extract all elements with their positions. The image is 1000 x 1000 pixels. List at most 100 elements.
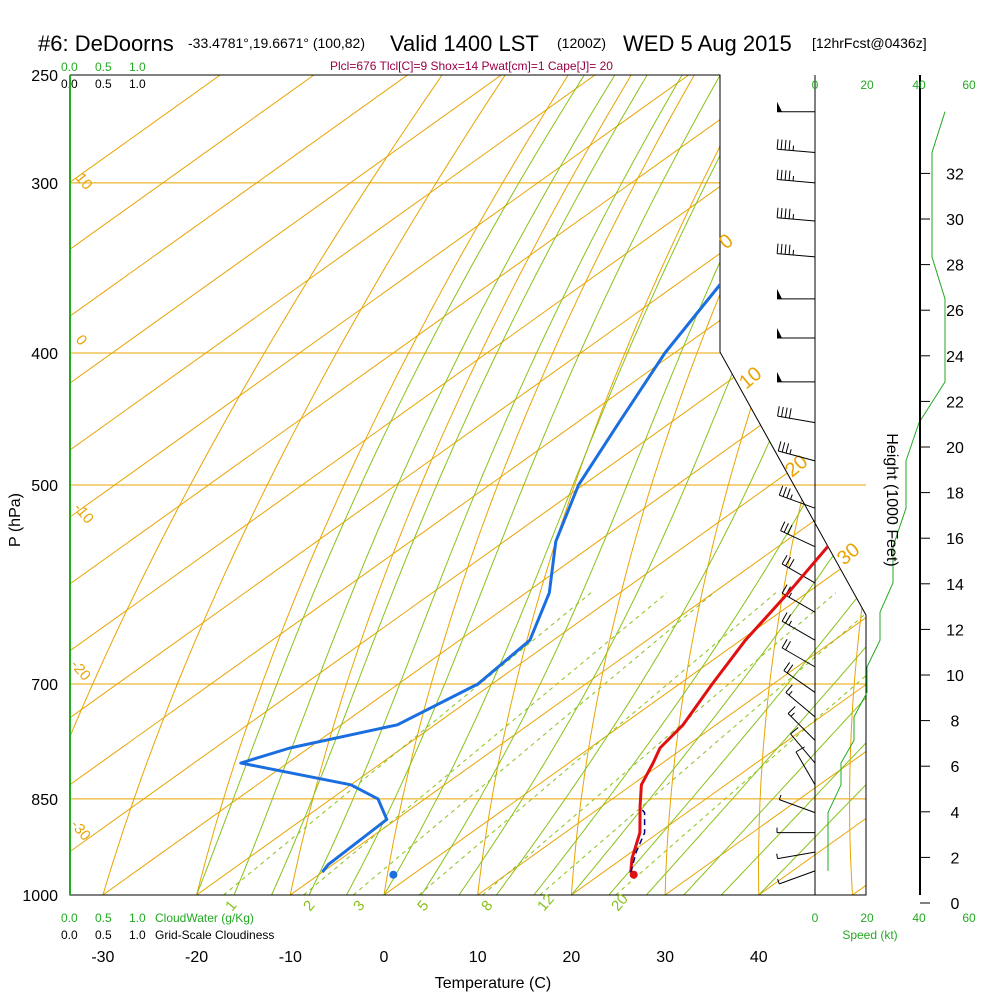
zulu-time: (1200Z) [557,35,606,51]
surface-temperature-point [629,870,638,879]
wind-barb-staff [777,148,816,154]
mixing-ratio-label: 8 [478,897,496,914]
temperature-tick-label: 10 [469,949,487,966]
mixing-ratio-grid [223,592,866,895]
wind-barb-flag [788,208,791,219]
speed-tick-top: 0 [812,78,819,92]
wind-barb-staff [777,415,816,424]
wind-barb-staff [781,647,816,668]
top-cw-tick: 0.5 [95,60,112,74]
mixing-ratio-label: 20 [608,891,632,915]
wind-barb-staff [783,670,816,693]
wind-barb-flag [781,612,788,622]
speed-axis: 0 20 40 60 0 20 40 60 Speed (kt) [812,78,976,942]
temperature-tick-label: -30 [91,949,114,966]
height-tick-label: 16 [946,531,964,548]
surface-dewpoint-point [389,870,398,879]
isotherm-line [70,75,502,895]
isotherm-line [70,75,315,895]
moist-adiabat-line [608,75,866,895]
forecast-info: [12hrFcst@0436z] [812,35,927,51]
temperature-tick-label: 30 [656,949,674,966]
wind-barb-flag [784,407,788,418]
mixing-ratio-label: 12 [534,891,558,915]
wind-barb-staff [781,592,816,613]
wind-barb [781,638,816,668]
wind-barb-flag [781,584,788,594]
wind-barb-flag [783,523,789,533]
wind-barb [795,746,816,786]
top-cloudiness-tick: 1.0 [129,77,146,91]
isotherm-line [383,75,866,895]
wind-barb [781,612,816,641]
wind-barb-half-flag [778,794,782,800]
wind-barb-pennant [777,328,782,339]
bottom-cloudiness-tick: 0.5 [95,928,112,942]
wind-barb [777,371,815,383]
wind-barb-staff [781,620,816,641]
wind-panel [776,75,946,895]
moist-adiabat-line [720,75,866,895]
forecast-date: WED 5 Aug 2015 [623,31,792,56]
pressure-axis: 250 300 400 500 700 850 1000 [22,68,58,905]
wind-barb-half-flag [788,690,793,696]
pressure-tick-label: 400 [31,346,58,363]
height-axis-label: Height (1000 Feet) [883,433,900,566]
pressure-tick-label: 1000 [22,888,58,905]
isotherm-line [70,75,596,895]
isobar-grid [70,74,866,896]
wind-barb-flag [785,556,791,567]
wind-barb-staff [777,253,816,258]
speed-tick-bottom: 20 [860,911,874,925]
wind-barb-flag [788,408,792,419]
height-tick-label: 8 [951,714,960,731]
moist-adiabat-label: 10 [735,363,766,394]
wind-barb-flag [790,727,799,735]
wind-barb [787,706,816,741]
isotherm-line [852,75,866,895]
wind-barb [777,288,815,300]
wind-barb-half-flag [788,592,792,598]
pressure-axis-label: P (hPa) [7,493,24,547]
dry-adiabat-line [570,75,821,895]
dry-adiabat-line [70,75,443,895]
height-tick-label: 20 [946,440,964,457]
wind-barb-staff [785,692,816,718]
wind-barb-flag [777,406,780,417]
mixing-ratio-line [539,592,866,895]
temperature-tick-label: -20 [185,949,208,966]
wind-barb-flag [787,524,793,535]
moist-adiabat-label: 30 [833,539,864,570]
wind-barb-staff [787,713,816,741]
wind-speed-profile [827,111,946,871]
bottom-cw-tick: 0.0 [61,911,78,925]
wind-barb-flag [784,208,787,219]
moist-adiabat-label: 0 [715,230,738,254]
height-tick-label: 14 [946,577,964,594]
wind-barb [776,827,815,834]
wind-barb-flag [784,170,787,181]
mixing-ratio-line [482,592,837,895]
station-coords: -33.4781°,19.6671° (100,82) [188,35,365,51]
wind-barb [777,406,816,424]
station-title: #6: DeDoorns [38,31,174,56]
dry-adiabat-line [849,75,866,895]
wind-barb [778,794,816,814]
pressure-tick-label: 500 [31,478,58,495]
height-tick-label: 24 [946,349,964,366]
wind-barb-flag [786,488,791,499]
wind-barb-flag [781,442,786,453]
wind-barb [776,169,816,184]
isotherm-line [70,75,408,895]
cloudwater-label: CloudWater (g/Kg) [155,911,254,925]
moist-adiabat-line [308,75,690,895]
wind-barb [783,662,816,693]
wind-barb-half-flag [777,878,780,885]
wind-barb-flag [780,521,786,531]
wind-barb-flag [788,170,791,181]
top-cloudiness-tick: 0.5 [95,77,112,91]
moist-adiabat-line [271,75,655,895]
pressure-tick-label: 700 [31,677,58,694]
wind-barb-half-flag [790,712,795,717]
